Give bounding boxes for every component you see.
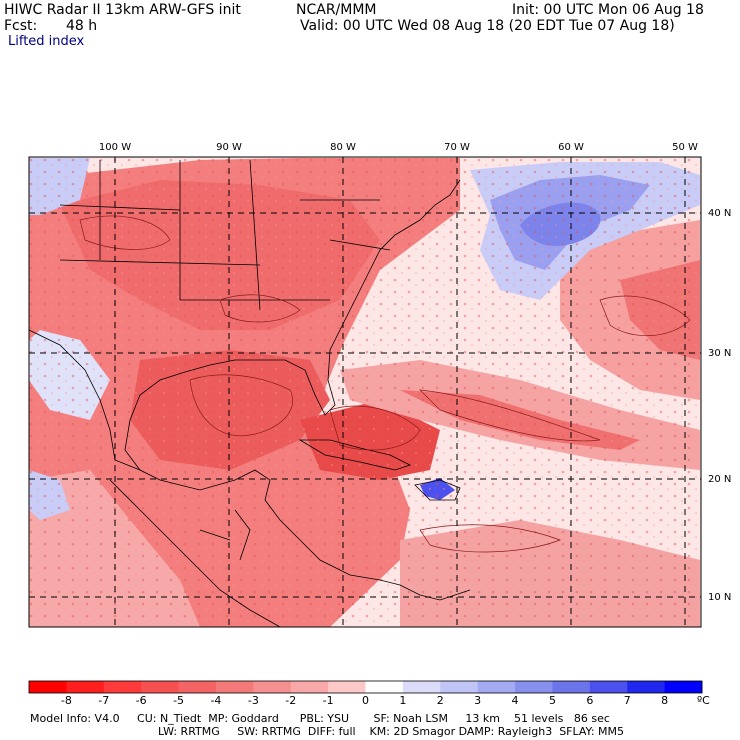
lat-label-10n: 10 N — [708, 592, 731, 603]
colorbar-unit: ºC — [697, 694, 710, 707]
map-frame — [28, 156, 702, 628]
colorbar-swatch — [552, 681, 591, 693]
coastlines — [29, 159, 471, 627]
graticule — [29, 157, 701, 627]
colorbar-tick-label: 4 — [512, 694, 519, 707]
colorbar-tick-label: -4 — [210, 694, 221, 707]
colorbar-tick-label: -1 — [323, 694, 334, 707]
colorbar-swatch — [103, 681, 142, 693]
colorbar-swatch — [589, 681, 628, 693]
lat-label-30n: 30 N — [708, 348, 731, 359]
colorbar-tick-label: -8 — [61, 694, 72, 707]
lon-label-60w: 60 W — [558, 142, 584, 153]
colorbar-tick-label: 3 — [474, 694, 481, 707]
lon-label-90w: 90 W — [216, 142, 242, 153]
colorbar-swatch — [627, 681, 666, 693]
colorbar-swatch — [29, 681, 67, 693]
lon-label-80w: 80 W — [330, 142, 356, 153]
colorbar-tick-label: -5 — [173, 694, 184, 707]
colorbar-swatch — [664, 681, 703, 693]
colorbar-tick-label: -6 — [136, 694, 147, 707]
colorbar: -8 -7 -6 -5 -4 -3 -2 -1 0 1 2 3 4 5 6 7 8 — [28, 680, 703, 707]
colorbar-tick-label: 5 — [549, 694, 556, 707]
colorbar-swatch — [365, 681, 404, 693]
forecast-label: Fcst: — [4, 18, 38, 34]
org-label: NCAR/MMM — [296, 2, 377, 18]
colorbar-tick-label: 1 — [399, 694, 406, 707]
colorbar-tick-label: 6 — [586, 694, 593, 707]
colorbar-tick-label: -3 — [248, 694, 259, 707]
lifted-index-field — [29, 157, 701, 627]
footer-line-2: LW: RRTMG SW: RRTMG DIFF: full KM: 2D Sm… — [158, 725, 624, 738]
contours — [79, 215, 691, 553]
colorbar-swatch — [477, 681, 516, 693]
colorbar-tick-label: -7 — [98, 694, 109, 707]
colorbar-swatch — [290, 681, 329, 693]
forecast-hours: 48 h — [66, 18, 98, 34]
lon-label-70w: 70 W — [444, 142, 470, 153]
valid-time: Valid: 00 UTC Wed 08 Aug 18 (20 EDT Tue … — [300, 18, 675, 34]
colorbar-swatch — [328, 681, 366, 693]
colorbar-tick-label: 0 — [362, 694, 369, 707]
colorbar-swatch — [66, 681, 105, 693]
lon-label-100w: 100 W — [99, 142, 131, 153]
lat-label-20n: 20 N — [708, 474, 731, 485]
init-time: Init: 00 UTC Mon 06 Aug 18 — [512, 2, 704, 18]
colorbar-swatch — [141, 681, 179, 693]
colorbar-swatch — [253, 681, 292, 693]
colorbar-swatch — [215, 681, 254, 693]
lat-label-40n: 40 N — [708, 208, 731, 219]
colorbar-tick-label: 7 — [624, 694, 631, 707]
colorbar-swatch — [515, 681, 553, 693]
colorbar-frame — [28, 680, 703, 694]
colorbar-tick-label: -2 — [285, 694, 296, 707]
model-title: HIWC Radar II 13km ARW-GFS init — [4, 2, 241, 18]
footer-line-1: Model Info: V4.0 CU: N_Tiedt MP: Goddard… — [30, 712, 610, 725]
field-name: Lifted index — [8, 34, 85, 49]
colorbar-tick-label: 8 — [661, 694, 668, 707]
colorbar-swatch — [402, 681, 441, 693]
lon-label-50w: 50 W — [672, 142, 698, 153]
colorbar-tick-label: 2 — [437, 694, 444, 707]
colorbar-swatch — [440, 681, 479, 693]
colorbar-swatch — [178, 681, 217, 693]
